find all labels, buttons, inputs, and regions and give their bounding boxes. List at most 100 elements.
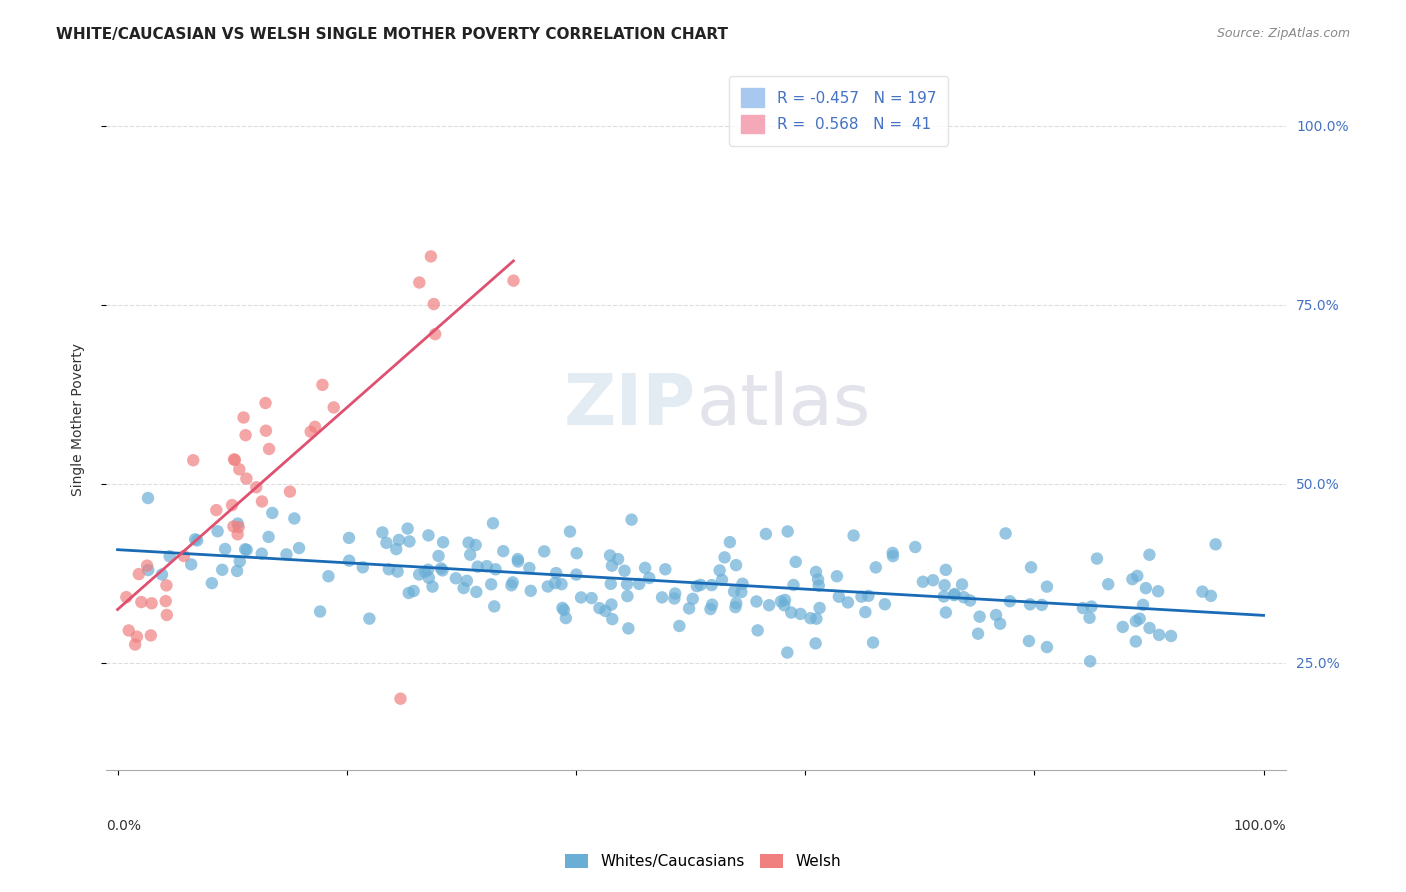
Whites/Caucasians xyxy=(935,606,957,620)
Welsh xyxy=(228,462,250,476)
Whites/Caucasians xyxy=(226,564,249,578)
Whites/Caucasians xyxy=(432,535,454,549)
Welsh xyxy=(173,549,195,563)
Whites/Caucasians xyxy=(533,544,555,558)
Whites/Caucasians xyxy=(862,635,884,649)
Whites/Caucasians xyxy=(730,585,752,599)
Whites/Caucasians xyxy=(780,606,803,620)
Whites/Caucasians xyxy=(457,535,479,549)
Welsh xyxy=(224,453,246,467)
Whites/Caucasians xyxy=(950,577,973,591)
Whites/Caucasians xyxy=(638,571,661,585)
Welsh xyxy=(139,628,162,642)
Welsh xyxy=(304,419,326,434)
Text: ZIP: ZIP xyxy=(564,371,696,440)
Whites/Caucasians xyxy=(430,561,453,575)
Welsh xyxy=(245,480,267,494)
Whites/Caucasians xyxy=(385,542,408,557)
Welsh xyxy=(254,396,277,410)
Whites/Caucasians xyxy=(1078,611,1101,625)
Whites/Caucasians xyxy=(581,591,603,605)
Whites/Caucasians xyxy=(969,609,991,624)
Welsh xyxy=(235,428,257,442)
Welsh xyxy=(118,624,141,638)
Whites/Caucasians xyxy=(755,527,778,541)
Whites/Caucasians xyxy=(546,566,568,580)
Whites/Caucasians xyxy=(501,578,523,592)
Whites/Caucasians xyxy=(250,547,273,561)
Whites/Caucasians xyxy=(1097,577,1119,591)
Whites/Caucasians xyxy=(388,533,411,547)
Whites/Caucasians xyxy=(544,576,567,591)
Whites/Caucasians xyxy=(553,603,575,617)
Welsh xyxy=(141,596,163,610)
Whites/Caucasians xyxy=(226,516,249,531)
Y-axis label: Single Mother Poverty: Single Mother Poverty xyxy=(72,343,86,496)
Whites/Caucasians xyxy=(842,528,865,542)
Welsh xyxy=(299,425,322,439)
Whites/Caucasians xyxy=(600,598,623,612)
Whites/Caucasians xyxy=(201,576,224,591)
Whites/Caucasians xyxy=(664,591,686,606)
Whites/Caucasians xyxy=(467,559,489,574)
Whites/Caucasians xyxy=(318,569,340,583)
Whites/Caucasians xyxy=(711,573,734,587)
Whites/Caucasians xyxy=(600,558,623,573)
Whites/Caucasians xyxy=(825,569,848,583)
Whites/Caucasians xyxy=(651,591,673,605)
Whites/Caucasians xyxy=(229,554,252,568)
Whites/Caucasians xyxy=(935,563,957,577)
Whites/Caucasians xyxy=(288,541,311,555)
Whites/Caucasians xyxy=(959,593,981,607)
Whites/Caucasians xyxy=(309,605,332,619)
Whites/Caucasians xyxy=(700,578,723,592)
Whites/Caucasians xyxy=(851,590,873,604)
Whites/Caucasians xyxy=(233,542,256,557)
Whites/Caucasians xyxy=(595,604,617,618)
Whites/Caucasians xyxy=(686,579,709,593)
Whites/Caucasians xyxy=(184,533,207,547)
Welsh xyxy=(311,377,333,392)
Whites/Caucasians xyxy=(1147,628,1170,642)
Whites/Caucasians xyxy=(418,528,440,542)
Whites/Caucasians xyxy=(550,577,572,591)
Whites/Caucasians xyxy=(465,585,488,599)
Whites/Caucasians xyxy=(402,584,425,599)
Whites/Caucasians xyxy=(804,636,827,650)
Welsh xyxy=(502,274,524,288)
Welsh xyxy=(232,410,254,425)
Whites/Caucasians xyxy=(807,573,830,587)
Text: Source: ZipAtlas.com: Source: ZipAtlas.com xyxy=(1216,27,1350,40)
Welsh xyxy=(278,484,301,499)
Whites/Caucasians xyxy=(998,594,1021,608)
Whites/Caucasians xyxy=(484,562,506,576)
Whites/Caucasians xyxy=(1126,569,1149,583)
Whites/Caucasians xyxy=(934,578,956,592)
Whites/Caucasians xyxy=(865,560,887,574)
Whites/Caucasians xyxy=(416,563,439,577)
Whites/Caucasians xyxy=(731,576,754,591)
Whites/Caucasians xyxy=(773,593,796,607)
Whites/Caucasians xyxy=(713,550,735,565)
Whites/Caucasians xyxy=(858,589,880,603)
Whites/Caucasians xyxy=(725,596,748,610)
Whites/Caucasians xyxy=(984,607,1007,622)
Whites/Caucasians xyxy=(882,549,904,563)
Whites/Caucasians xyxy=(773,599,796,613)
Whites/Caucasians xyxy=(588,601,610,615)
Welsh xyxy=(155,578,177,592)
Whites/Caucasians xyxy=(689,578,711,592)
Whites/Caucasians xyxy=(1147,584,1170,599)
Whites/Caucasians xyxy=(458,548,481,562)
Whites/Caucasians xyxy=(807,579,830,593)
Whites/Caucasians xyxy=(337,531,360,545)
Whites/Caucasians xyxy=(1135,581,1157,595)
Welsh xyxy=(156,607,179,622)
Whites/Caucasians xyxy=(519,561,541,575)
Whites/Caucasians xyxy=(418,571,440,585)
Whites/Caucasians xyxy=(235,542,257,557)
Whites/Caucasians xyxy=(718,535,741,549)
Whites/Caucasians xyxy=(724,600,747,615)
Whites/Caucasians xyxy=(1125,614,1147,628)
Whites/Caucasians xyxy=(988,616,1011,631)
